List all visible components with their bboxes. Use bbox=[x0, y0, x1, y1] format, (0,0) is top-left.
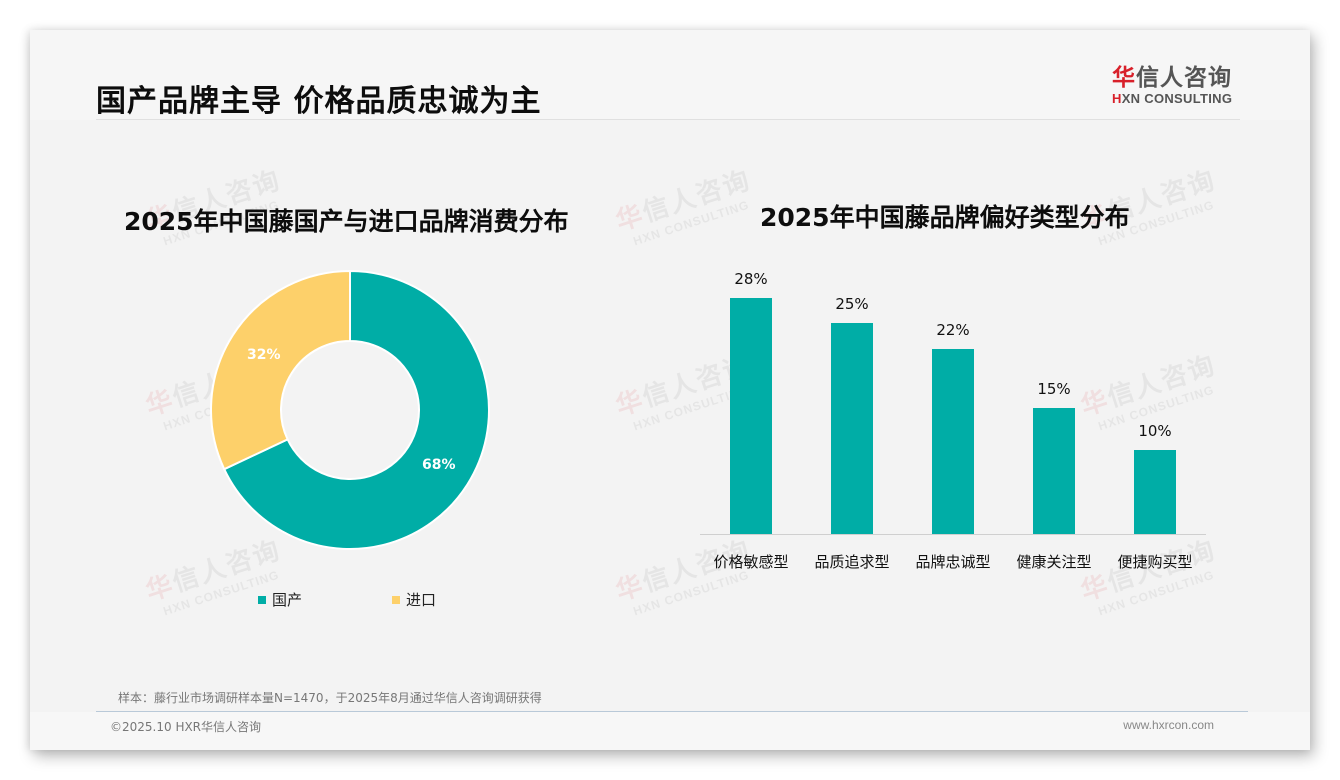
donut-chart-title: 2025年中国藤国产与进口品牌消费分布 bbox=[124, 207, 569, 236]
bar-brand-loyal bbox=[932, 349, 974, 534]
bar-price-sensitive bbox=[730, 298, 772, 534]
x-axis-category: 品牌忠诚型 bbox=[915, 553, 991, 571]
bar-value-label: 10% bbox=[1138, 422, 1172, 440]
donut-slice-domestic bbox=[222, 269, 490, 550]
brand-logo: 华信人咨询 HXN CONSULTING bbox=[1112, 64, 1242, 106]
footer-divider bbox=[96, 711, 1248, 712]
x-axis-line bbox=[700, 534, 1206, 535]
legend-swatch-imported bbox=[392, 595, 400, 604]
legend-label-imported: 进口 bbox=[406, 591, 437, 609]
bar-value-label: 25% bbox=[835, 295, 869, 313]
x-axis-category: 品质追求型 bbox=[814, 553, 890, 571]
website-link[interactable]: www.hxrcon.com bbox=[1123, 718, 1214, 732]
donut-chart-svg bbox=[210, 269, 490, 550]
donut-chart: 68% 32% bbox=[210, 269, 490, 550]
bar-value-label: 28% bbox=[734, 270, 768, 288]
x-axis-category: 价格敏感型 bbox=[713, 553, 789, 571]
logo-en-rest: XN CONSULTING bbox=[1121, 91, 1233, 106]
bar-convenience bbox=[1134, 450, 1176, 534]
donut-slice-imported bbox=[210, 269, 351, 471]
slide: 国产品牌主导 价格品质忠诚为主 华信人咨询 HXN CONSULTING 华信人… bbox=[30, 30, 1310, 750]
bar-chart: 28% 25% 22% 15% 10% 价格敏感型 品质追求型 品牌忠诚型 健康… bbox=[700, 270, 1206, 571]
header-band bbox=[30, 30, 1310, 120]
x-axis-category: 健康关注型 bbox=[1016, 553, 1092, 571]
sample-footnote: 样本：藤行业市场调研样本量N=1470，于2025年8月通过华信人咨询调研获得 bbox=[118, 691, 542, 705]
bar-value-label: 22% bbox=[936, 321, 970, 339]
footer-band bbox=[30, 712, 1310, 750]
logo-cn-accent: 华 bbox=[1112, 65, 1136, 91]
logo-cn-rest: 信人咨询 bbox=[1136, 65, 1232, 91]
logo-en-accent: H bbox=[1112, 91, 1122, 106]
logo-en: HXN CONSULTING bbox=[1112, 92, 1242, 106]
bar-value-label: 15% bbox=[1037, 380, 1071, 398]
legend-swatch-domestic bbox=[258, 595, 266, 604]
bar-health-focused bbox=[1033, 408, 1075, 534]
bar-quality-seeking bbox=[831, 323, 873, 534]
donut-label-imported: 32% bbox=[247, 347, 281, 363]
page-title: 国产品牌主导 价格品质忠诚为主 bbox=[96, 84, 542, 119]
header-divider bbox=[96, 119, 1240, 120]
legend-label-domestic: 国产 bbox=[272, 591, 303, 609]
legend-item-imported: 进口 bbox=[392, 589, 436, 610]
donut-label-domestic: 68% bbox=[422, 457, 456, 473]
legend-item-domestic: 国产 bbox=[258, 589, 302, 610]
bar-chart-title: 2025年中国藤品牌偏好类型分布 bbox=[760, 203, 1130, 232]
x-axis-category: 便捷购买型 bbox=[1117, 553, 1193, 571]
logo-cn: 华信人咨询 bbox=[1112, 64, 1242, 92]
copyright-text: ©2025.10 HXR华信人咨询 bbox=[110, 720, 262, 734]
